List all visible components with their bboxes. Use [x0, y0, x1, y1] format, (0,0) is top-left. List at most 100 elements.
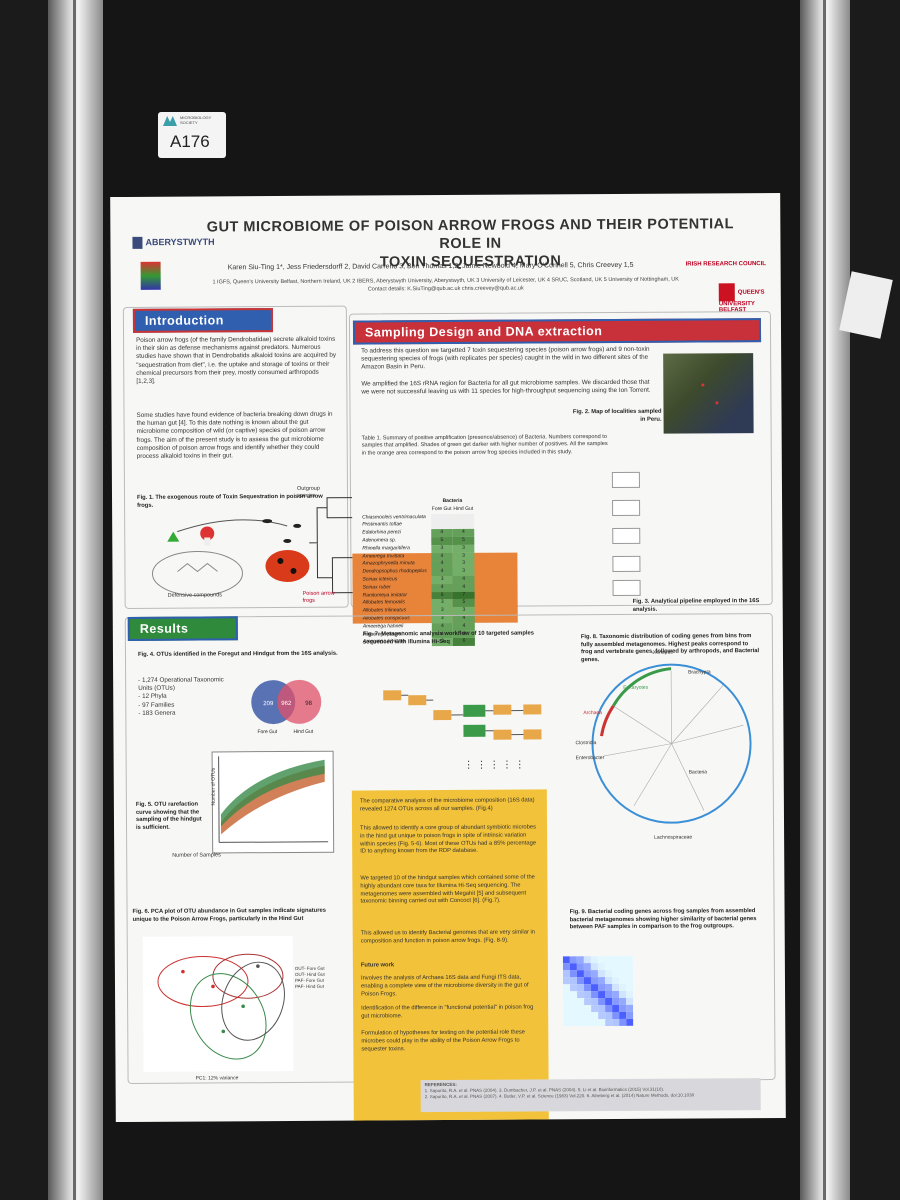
society-name: MICROBIOLOGY SOCIETY: [180, 115, 212, 125]
pipeline-step: [612, 555, 641, 572]
heatmap: [562, 955, 634, 1027]
wf-node: [463, 704, 486, 717]
fore-gut-value: [430, 513, 453, 522]
heatmap-cell: [562, 956, 570, 964]
label-lachnospiraceae: Lachnospiraceae: [654, 834, 693, 841]
heatmap-cell: [563, 991, 571, 999]
col-fore: Fore Gut: [431, 505, 452, 512]
irc-logo: IRISH RESEARCH COUNCIL: [685, 261, 766, 268]
heatmap-cell: [626, 1011, 634, 1019]
fig1-label: Defensive compounds: [167, 592, 223, 599]
fore-gut-value: 4: [431, 583, 453, 592]
otu-count: - 1,274 Operational Taxonomic Units (OTU…: [138, 676, 224, 693]
heatmap-cell: [618, 969, 626, 977]
heatmap-cell: [563, 1005, 571, 1013]
wf-node: [523, 704, 542, 715]
heatmap-cell: [611, 962, 619, 971]
heatmap-cell: [625, 969, 633, 977]
hind-gut-value: [452, 521, 475, 530]
pca-ellipse: [157, 956, 249, 1008]
pipeline-step: [612, 527, 641, 544]
analysis-pipeline: [610, 471, 761, 597]
future-work-heading: Future work: [360, 962, 395, 969]
rarefaction-curve: [211, 750, 335, 854]
heatmap-cell: [570, 1005, 578, 1013]
heatmap-cell: [590, 970, 598, 978]
map-pin-icon: [701, 383, 705, 387]
venn-left-label: Fore Gut: [257, 729, 277, 735]
heatmap-cell: [618, 983, 627, 991]
label-brachypta: Brachypta: [688, 669, 711, 676]
hind-gut-value: 5: [452, 536, 475, 545]
insect-icon: [262, 519, 273, 524]
heatmap-cell: [577, 1005, 585, 1013]
microbiology-society-logo-icon: [163, 116, 177, 126]
heatmap-cell: [562, 984, 571, 992]
map-pin-icon: [715, 401, 719, 405]
wf-node: [433, 709, 452, 721]
heatmap-cell: [604, 956, 612, 964]
left-rail: [48, 0, 103, 1200]
heatmap-cell: [576, 984, 585, 992]
heatmap-cell: [583, 970, 591, 978]
x-axis: [219, 841, 329, 843]
heatmap-cell: [562, 970, 570, 978]
hind-gut-value: 3: [452, 560, 475, 569]
hind-gut-value: 3: [453, 606, 475, 615]
sampling-heading: Sampling Design and DNA extraction: [352, 318, 762, 345]
heatmap-cell: [591, 998, 599, 1006]
heatmap-cell: [590, 956, 598, 964]
heatmap-cell: [591, 991, 599, 999]
heatmap-cell: [604, 977, 612, 985]
heatmap-cell: [626, 997, 634, 1005]
curve-y-label: Number of OTUs: [210, 767, 217, 806]
heatmap-cell: [569, 977, 577, 985]
heatmap-cell: [583, 963, 591, 971]
molecule-icon: [177, 562, 218, 573]
references: REFERENCES: 1. Saporito, R.A. et al. PNA…: [420, 1078, 761, 1113]
wf-node: [463, 724, 486, 737]
summary-1: The comparative analysis of the microbio…: [359, 797, 535, 813]
heatmap-cell: [590, 963, 598, 971]
heatmap-cell: [590, 977, 598, 985]
intro-paragraph-1: Poison arrow frogs (of the family Dendro…: [136, 335, 337, 385]
wf-arrows: [401, 694, 524, 736]
hind-gut-value: [452, 513, 475, 522]
heatmap-cell: [625, 976, 633, 984]
pca-ellipse: [189, 973, 267, 1060]
summary-2: This allowed to identify a core group of…: [360, 824, 537, 855]
wf-node: [493, 729, 512, 740]
right-rail: [800, 0, 850, 1200]
heatmap-cell: [619, 1004, 627, 1012]
heatmap-cell: [619, 1018, 627, 1026]
heatmap-cell: [569, 984, 578, 992]
qub-logo: QUEEN'S UNIVERSITY BELFAST: [718, 283, 781, 313]
poison-label: Poison arrow frogs: [302, 590, 335, 604]
label-xenopus: Xenopus: [652, 649, 673, 656]
heatmap-cell: [626, 1018, 634, 1026]
heatmap-cell: [584, 1019, 592, 1027]
venn-right-label: Hind Gut: [293, 729, 313, 735]
compound-ellipse: [151, 551, 243, 597]
heatmap-cell: [577, 998, 585, 1006]
pca-point: [256, 964, 260, 968]
heatmap-cell: [604, 984, 613, 992]
fig4-caption: Fig. 4. OTUs identified in the Foregut a…: [137, 650, 338, 658]
references-row-2: 2. Saporito, R.A. et al. PNAS (2007). 4.…: [424, 1092, 695, 1100]
fore-gut-value: 4: [430, 529, 453, 538]
heatmap-cell: [591, 1019, 599, 1027]
heatmap-cell: [619, 990, 627, 998]
venn-mid-value: 962: [281, 701, 292, 707]
hind-gut-value: 7: [452, 591, 475, 600]
phylogeny-tree: [309, 497, 353, 594]
poster-number: A176: [170, 132, 210, 151]
heatmap-cell: [576, 970, 584, 978]
fore-gut-value: 4: [431, 560, 453, 569]
heatmap-cell: [598, 998, 606, 1006]
heatmap-cell: [611, 983, 620, 992]
arrow-path: [177, 519, 288, 533]
pipeline-step: [611, 471, 640, 488]
fore-gut-value: 6: [431, 591, 454, 600]
heatmap-cell: [605, 1012, 613, 1020]
tree-branches: [309, 497, 353, 594]
